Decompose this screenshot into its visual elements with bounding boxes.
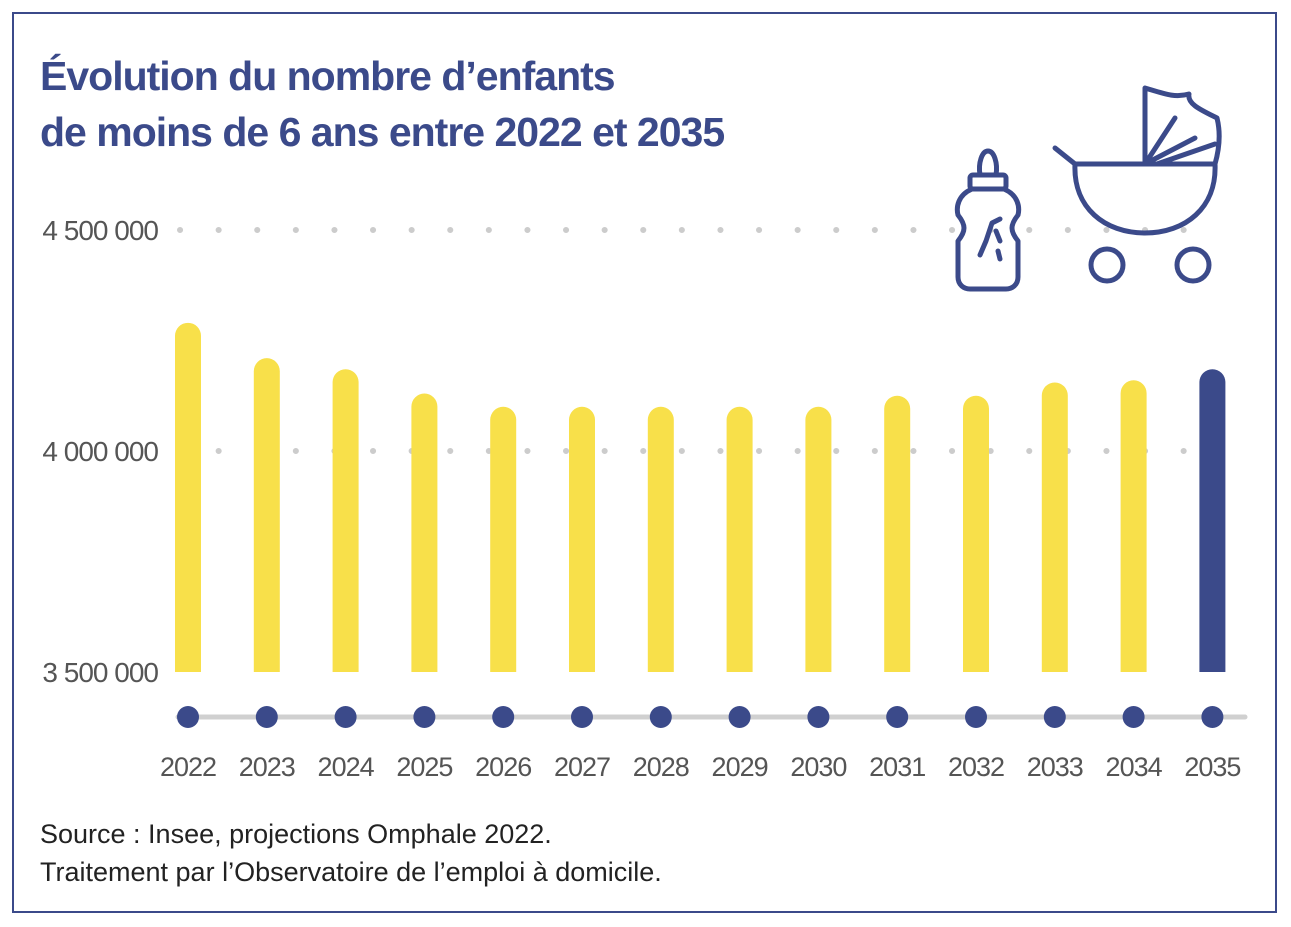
x-axis-marker (413, 706, 436, 728)
source-line-2: Traitement par l’Observatoire de l’emplo… (40, 857, 662, 887)
y-tick-label: 4 500 000 (42, 215, 158, 246)
baby-bottle-icon (954, 148, 1022, 292)
x-tick-label: 2035 (1184, 752, 1240, 782)
x-axis-marker (807, 706, 830, 728)
bar-2035 (1199, 369, 1226, 672)
bar-2028 (647, 406, 674, 672)
chart-title-line-1: Évolution du nombre d’enfants (40, 53, 616, 99)
source-note: Source : Insee, projections Omphale 2022… (40, 815, 662, 891)
x-axis-marker (965, 706, 987, 728)
bar-2032 (963, 395, 989, 672)
x-axis-marker (1201, 706, 1224, 728)
bar-2026 (490, 406, 517, 672)
bar-2023 (253, 358, 280, 672)
x-axis-marker (728, 706, 751, 728)
x-axis-marker (571, 706, 593, 728)
x-axis-marker (1043, 706, 1066, 728)
x-axis-marker (886, 706, 909, 728)
x-tick-label: 2030 (790, 752, 846, 782)
x-tick-label: 2025 (396, 752, 452, 782)
x-axis-marker (334, 706, 357, 728)
x-tick-label: 2026 (475, 752, 531, 782)
chart-title: Évolution du nombre d’enfants de moins d… (40, 48, 725, 160)
x-tick-label: 2034 (1106, 752, 1163, 782)
bar-2024 (332, 369, 359, 672)
x-tick-label: 2031 (869, 752, 925, 782)
source-line-1: Source : Insee, projections Omphale 2022… (40, 819, 552, 849)
bar-2034 (1120, 380, 1147, 672)
bar-2029 (726, 406, 753, 672)
x-tick-label: 2028 (633, 752, 689, 782)
baby-stroller-icon (1052, 85, 1222, 284)
bar-2033 (1041, 382, 1068, 672)
x-axis-marker (1122, 706, 1145, 728)
chart-title-line-2: de moins de 6 ans entre 2022 et 2035 (40, 109, 725, 155)
x-tick-label: 2029 (712, 752, 768, 782)
bar-2031 (884, 395, 911, 672)
y-tick-label: 4 000 000 (42, 436, 158, 467)
x-axis-marker (492, 706, 515, 728)
x-tick-label: 2027 (554, 752, 610, 782)
y-tick-label: 3 500 000 (42, 657, 158, 688)
x-axis-marker (177, 706, 199, 728)
x-tick-label: 2032 (948, 752, 1004, 782)
x-axis-marker (649, 706, 672, 728)
x-axis-marker (255, 706, 278, 728)
x-tick-label: 2022 (160, 752, 216, 782)
x-tick-label: 2023 (239, 752, 295, 782)
bar-2025 (411, 393, 438, 672)
bar-2030 (805, 406, 832, 672)
x-tick-label: 2033 (1027, 752, 1083, 782)
bar-2022 (175, 322, 201, 672)
bar-2027 (569, 406, 595, 672)
x-tick-label: 2024 (318, 752, 375, 782)
